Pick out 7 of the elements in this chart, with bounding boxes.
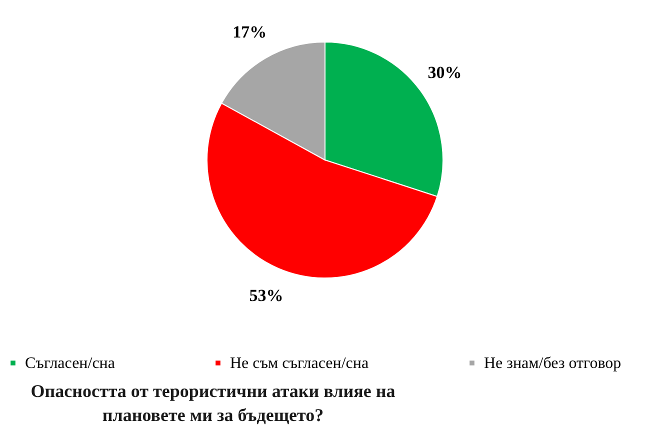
data-label: 30% (428, 63, 462, 82)
data-label: 53% (249, 286, 284, 305)
legend-label: Съгласен/сна (25, 355, 115, 372)
text: Опасността от терористични атаки влияе на плановете ми за бъдещето? (30, 381, 396, 425)
legend-label: Не знам/без отговор (484, 355, 622, 372)
data-label: 17% (232, 22, 267, 42)
legend-label: Не съм съгласен/сна (230, 355, 369, 372)
